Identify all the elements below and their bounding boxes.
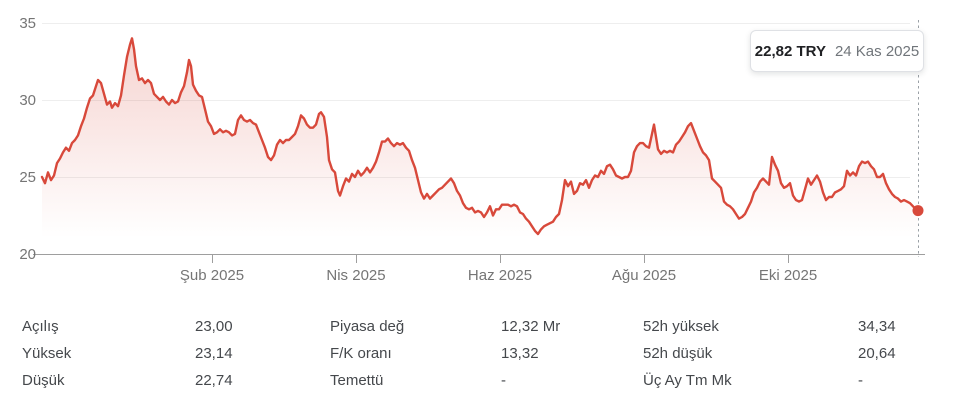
stat-value: 20,64 <box>858 345 896 362</box>
stat-label: Piyasa değ <box>330 318 405 335</box>
stat-row-fk-orani: F/K oranı 13,32 <box>330 340 630 367</box>
stat-row-temettu: Temettü - <box>330 367 630 394</box>
stats-column-3: 52h yüksek 34,34 52h düşük 20,64 Üç Ay T… <box>643 313 943 394</box>
stat-label: 52h düşük <box>643 345 713 362</box>
stat-label: Temettü <box>330 372 384 389</box>
stat-value: 22,74 <box>195 372 233 389</box>
stats-column-1: Açılış 23,00 Yüksek 23,14 Düşük 22,74 <box>22 313 322 394</box>
x-axis-label: Ağu 2025 <box>612 267 676 284</box>
stat-label: Düşük <box>22 372 65 389</box>
stat-label: Yüksek <box>22 345 72 362</box>
stat-row-dusuk: Düşük 22,74 <box>22 367 322 394</box>
stat-label: Üç Ay Tm Mk <box>643 372 732 389</box>
price-chart[interactable]: 35 30 25 20 Şub 2025 Nis 2025 Haz 2025 Ağu 2025… <box>0 0 960 300</box>
last-price-dot <box>912 205 924 217</box>
tooltip-price: 22,82 TRY <box>754 42 826 60</box>
y-axis-label: 20 <box>19 246 36 263</box>
stat-value: 13,32 <box>501 345 539 362</box>
stat-value: 34,34 <box>858 318 896 335</box>
stat-value: - <box>501 372 506 389</box>
x-axis-label: Nis 2025 <box>326 267 385 284</box>
x-axis-label: Haz 2025 <box>468 267 532 284</box>
y-axis-label: 35 <box>19 15 36 32</box>
series-fill <box>42 38 918 255</box>
y-axis-label: 30 <box>19 92 36 109</box>
stat-label: Açılış <box>22 318 59 335</box>
price-tooltip: 22,82 TRY 24 Kas 2025 <box>750 30 924 72</box>
x-axis-label: Şub 2025 <box>180 267 244 284</box>
stat-value: 12,32 Mr <box>501 318 561 335</box>
y-axis-label: 25 <box>19 169 36 186</box>
stat-value: 23,00 <box>195 318 233 335</box>
stat-value: 23,14 <box>195 345 233 362</box>
stat-label: 52h yüksek <box>643 318 719 335</box>
stat-row-uc-ay-tm-mk: Üç Ay Tm Mk - <box>643 367 943 394</box>
series-line <box>40 37 920 236</box>
stats-table: Açılış 23,00 Yüksek 23,14 Düşük 22,74 Pi… <box>0 313 960 403</box>
stat-row-52h-dusuk: 52h düşük 20,64 <box>643 340 943 367</box>
stat-row-acilis: Açılış 23,00 <box>22 313 322 340</box>
stats-column-2: Piyasa değ 12,32 Mr F/K oranı 13,32 Teme… <box>330 313 630 394</box>
stat-row-52h-yuksek: 52h yüksek 34,34 <box>643 313 943 340</box>
stat-row-piyasa-deg: Piyasa değ 12,32 Mr <box>330 313 630 340</box>
x-axis-label: Eki 2025 <box>759 267 817 284</box>
stat-label: F/K oranı <box>330 345 392 362</box>
stat-value: - <box>858 372 863 389</box>
stat-row-yuksek: Yüksek 23,14 <box>22 340 322 367</box>
tooltip-date: 24 Kas 2025 <box>834 42 920 60</box>
